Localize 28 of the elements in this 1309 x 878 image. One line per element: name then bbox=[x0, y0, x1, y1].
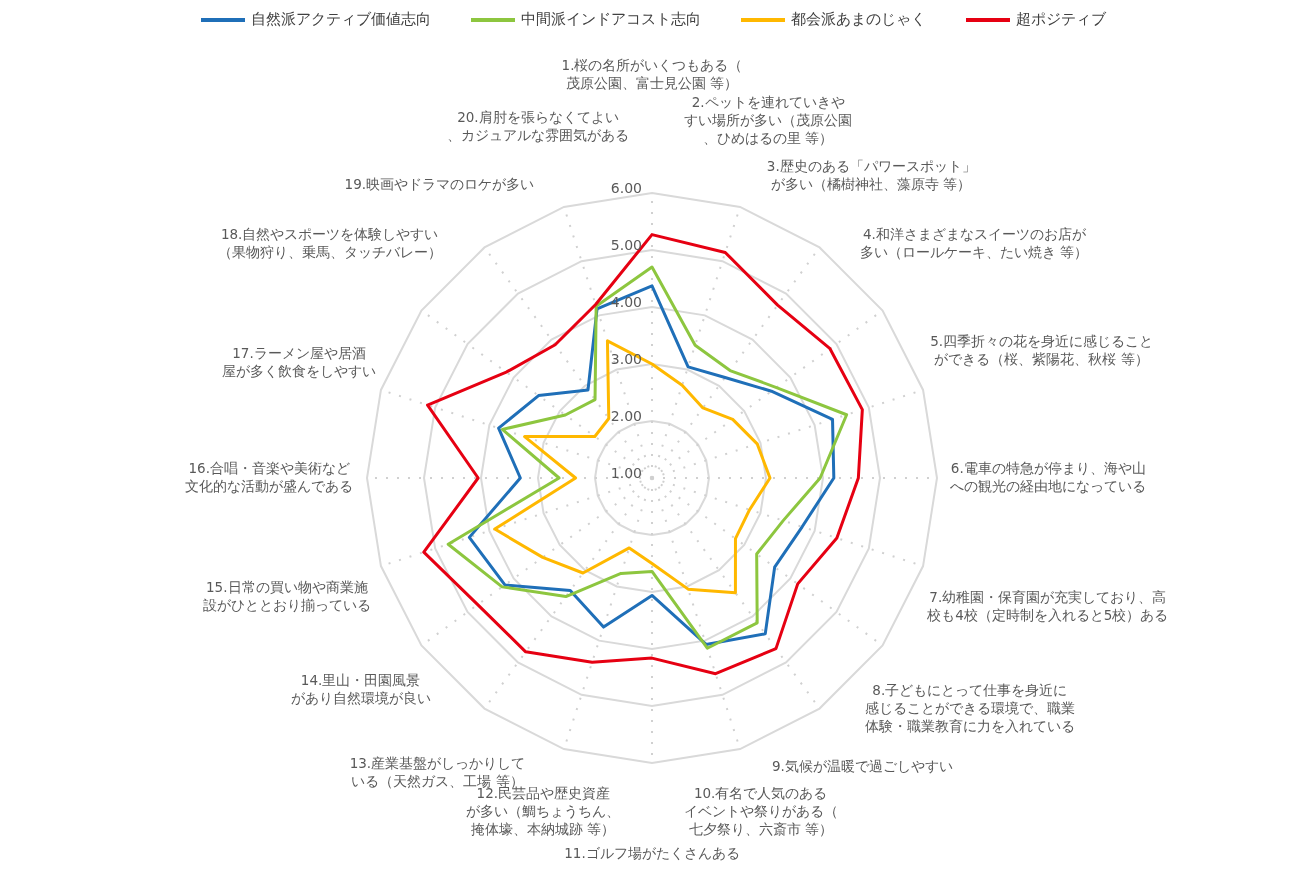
legend-label: 自然派アクティブ価値志向 bbox=[250, 10, 431, 29]
spoke-label: 18.自然やスポーツを体験しやすい（果物狩り、乗馬、タッチバレー） bbox=[217, 225, 442, 260]
legend-label: 超ポジティブ bbox=[1015, 10, 1106, 29]
y-tick-label: 4.00 bbox=[610, 294, 642, 310]
spoke-label: 14.里山・田園風景があり自然環境が良い bbox=[290, 671, 431, 706]
legend-label: 都会派あまのじゃく bbox=[790, 10, 926, 29]
spoke-label: 16.合唱・音楽や美術など文化的な活動が盛んである bbox=[185, 460, 354, 494]
spoke-label: 5.四季折々の花を身近に感じることができる（桜、紫陽花、秋桜 等） bbox=[930, 333, 1154, 368]
spoke-label: 7.幼稚園・保育園が充実しており、高校も4校（定時制を入れると5校）ある bbox=[926, 588, 1169, 623]
spoke-label: 2.ペットを連れていきやすい場所が多い（茂原公園、ひめはるの里 等） bbox=[684, 93, 853, 146]
y-tick-label: 6.00 bbox=[610, 180, 642, 196]
legend-label: 中間派インドアコスト志向 bbox=[520, 10, 701, 29]
spoke-label: 8.子どもにとって仕事を身近に感じることができる環境で、職業体験・職業教育に力を入れている bbox=[864, 681, 1075, 734]
y-tick-label: 3.00 bbox=[610, 351, 642, 367]
y-tick-label: 5.00 bbox=[610, 237, 642, 253]
spoke-label: 6.電車の特急が停まり、海や山への観光の経由地になっている bbox=[950, 460, 1147, 494]
spoke-label: 15.日常の買い物や商業施設がひととおり揃っている bbox=[202, 578, 371, 613]
y-tick-label: 1.00 bbox=[610, 465, 642, 481]
spoke-label: 9.気候が温暖で過ごしやすい bbox=[771, 758, 953, 775]
spoke-label: 11.ゴルフ場がたくさんある bbox=[564, 845, 740, 861]
y-tick-label: 2.00 bbox=[610, 408, 642, 424]
spoke-label: 10.有名で人気のあるイベントや祭りがある（七夕祭り、六斎市 等） bbox=[683, 785, 838, 838]
spoke-label: 3.歴史のある「パワースポット」が多い（橘樹神社、藻原寺 等） bbox=[766, 158, 976, 193]
spoke-label: 20.肩肘を張らなくてよい、カジュアルな雰囲気がある bbox=[446, 108, 629, 143]
spoke-label: 17.ラーメン屋や居酒屋が多く飲食をしやすい bbox=[221, 345, 376, 380]
spoke-label: 1.桜の名所がいくつもある（茂原公園、富士見公園 等） bbox=[561, 57, 743, 91]
spoke-label: 19.映画やドラマのロケが多い bbox=[344, 176, 535, 193]
spoke-label: 4.和洋さまざまなスイーツのお店が多い（ロールケーキ、たい焼き 等） bbox=[860, 225, 1089, 260]
